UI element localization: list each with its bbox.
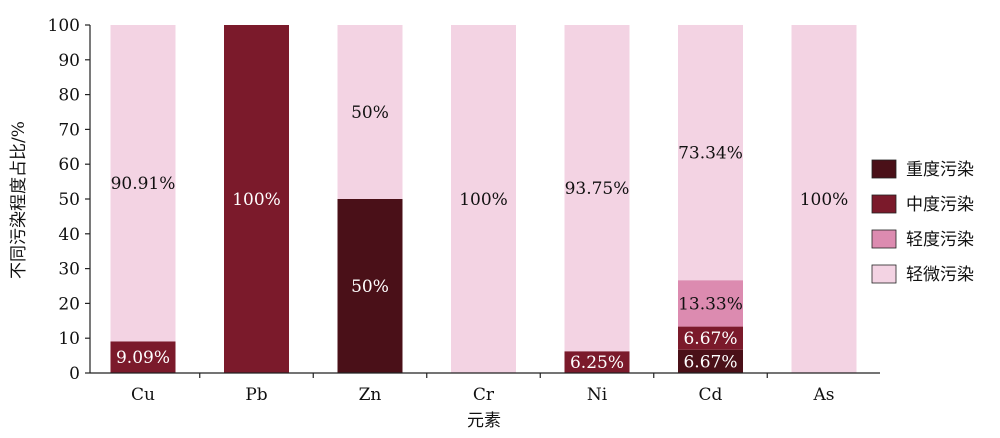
x-tick-label: Zn (359, 385, 382, 405)
y-tick-label: 70 (58, 120, 80, 140)
legend-label: 轻微污染 (906, 265, 974, 285)
data-label: 73.34% (678, 144, 743, 164)
legend-swatch (871, 264, 897, 284)
y-tick-label: 20 (58, 294, 80, 314)
bar-segment (564, 351, 630, 373)
data-label: 100% (800, 190, 849, 210)
bar-segment (678, 349, 743, 373)
data-label: 13.33% (678, 294, 743, 314)
x-tick-label: Cu (131, 385, 155, 405)
data-label: 6.25% (570, 353, 624, 373)
x-tick-label: As (812, 385, 834, 405)
y-tick-label: 90 (58, 51, 80, 71)
data-label: 6.67% (683, 329, 737, 349)
data-label: 9.09% (116, 348, 170, 368)
bar-segment (564, 25, 630, 352)
bar-segment (791, 25, 857, 373)
data-label: 93.75% (565, 179, 630, 199)
data-label: 50% (351, 277, 389, 297)
legend-swatch (871, 229, 897, 249)
legend-label: 轻度污染 (906, 230, 974, 250)
y-tick-label: 30 (58, 260, 80, 280)
bar-segment (678, 326, 743, 350)
y-tick-label: 50 (58, 190, 80, 210)
y-tick-label: 0 (69, 364, 80, 384)
y-tick-label: 10 (58, 329, 80, 349)
x-axis-title: 元素 (467, 411, 501, 431)
data-label: 6.67% (683, 352, 737, 372)
x-tick-label: Cd (699, 385, 723, 405)
x-tick-label: Cr (473, 385, 495, 405)
data-label: 90.91% (111, 174, 176, 194)
bar-segment (451, 25, 516, 373)
bar-segment (678, 24, 743, 281)
bar-segment (110, 25, 176, 342)
y-tick-label: 80 (58, 86, 80, 106)
bar-segment (678, 280, 743, 327)
bar-segment (110, 341, 176, 373)
bar-segment (224, 25, 289, 373)
y-tick-label: 40 (58, 225, 80, 245)
y-tick-label: 60 (58, 155, 80, 175)
y-tick-label: 100 (48, 16, 80, 36)
bar-segment (337, 199, 403, 373)
data-label: 100% (459, 190, 508, 210)
x-tick-label: Pb (245, 385, 267, 405)
y-axis-title: 不同污染程度占比/% (9, 121, 29, 279)
legend-swatch (871, 159, 897, 179)
legend-swatch (871, 194, 897, 214)
x-tick-label: Ni (587, 385, 608, 405)
legend-label: 重度污染 (906, 160, 974, 180)
data-label: 100% (232, 190, 281, 210)
data-label: 50% (351, 103, 389, 123)
bar-segment (337, 25, 403, 199)
legend-label: 中度污染 (906, 195, 974, 215)
